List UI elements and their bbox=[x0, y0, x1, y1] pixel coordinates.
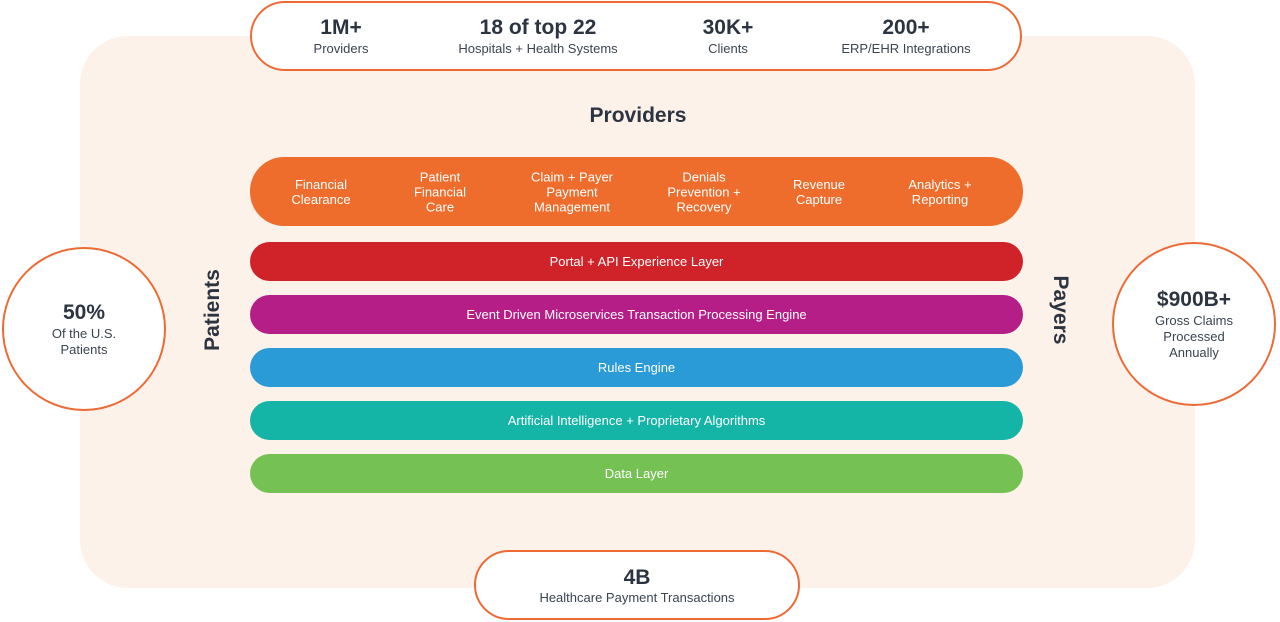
patients-side-label: Patients bbox=[201, 269, 224, 351]
transactions-stat-value: 4B bbox=[623, 566, 651, 589]
top-stats-pill: 1M+ Providers 18 of top 22 Hospitals + H… bbox=[250, 1, 1022, 71]
function-patient-financial-care: Patient Financial Care bbox=[414, 169, 466, 214]
stat-clients: 30K+ Clients bbox=[703, 15, 754, 57]
layer-rules-engine: Rules Engine bbox=[250, 348, 1023, 387]
function-line: Revenue bbox=[792, 176, 846, 192]
stat-label: Hospitals + Health Systems bbox=[458, 41, 618, 56]
stat-integrations: 200+ ERP/EHR Integrations bbox=[841, 15, 970, 57]
payers-stat-value: $900B+ bbox=[1156, 288, 1232, 311]
layer-data: Data Layer bbox=[250, 454, 1023, 493]
function-line: Prevention + bbox=[667, 184, 741, 199]
function-line: Payment bbox=[546, 184, 598, 199]
function-claim-payer-payment: Claim + Payer Payment Management bbox=[531, 169, 613, 214]
patients-stat-circle: 50% Of the U.S. Patients bbox=[2, 247, 166, 411]
function-financial-clearance: Financial Clearance bbox=[291, 177, 350, 207]
function-analytics-reporting: Analytics + Reporting bbox=[908, 177, 971, 207]
function-line: Patient bbox=[419, 169, 461, 184]
payers-side-label: Payers bbox=[1049, 275, 1072, 345]
stat-value: 30K+ bbox=[702, 16, 754, 39]
function-line: Clearance bbox=[291, 191, 351, 207]
stat-value: 18 of top 22 bbox=[479, 16, 597, 39]
layer-portal-api: Portal + API Experience Layer bbox=[250, 242, 1023, 281]
function-line: Recovery bbox=[676, 199, 732, 214]
layer-ai-algorithms: Artificial Intelligence + Proprietary Al… bbox=[250, 401, 1023, 440]
function-line: Financial bbox=[413, 184, 467, 199]
patients-stat-value: 50% bbox=[62, 301, 106, 324]
stat-label: ERP/EHR Integrations bbox=[841, 41, 971, 56]
stat-value: 1M+ bbox=[320, 16, 362, 39]
function-line: Reporting bbox=[911, 191, 969, 207]
functions-bar: Financial Clearance Patient Financial Ca… bbox=[250, 157, 1023, 226]
payers-stat-label: Gross Claims Processed Annually bbox=[1154, 313, 1233, 360]
function-line: Denials bbox=[682, 169, 726, 184]
stat-value: 200+ bbox=[882, 16, 930, 39]
transactions-stat-label: Healthcare Payment Transactions bbox=[539, 590, 735, 605]
function-line: Claim + Payer bbox=[531, 169, 613, 184]
function-line: Management bbox=[534, 199, 610, 214]
providers-title: Providers bbox=[589, 104, 687, 127]
patients-stat-label: Of the U.S. Patients bbox=[51, 326, 117, 357]
payers-stat-circle: $900B+ Gross Claims Processed Annually bbox=[1112, 242, 1276, 406]
function-revenue-capture: Revenue Capture bbox=[793, 177, 845, 207]
transactions-stat-pill: 4B Healthcare Payment Transactions bbox=[474, 550, 800, 620]
function-line: Analytics + bbox=[908, 176, 972, 192]
function-line: Financial bbox=[294, 176, 348, 192]
function-line: Care bbox=[425, 199, 455, 214]
stat-providers: 1M+ Providers bbox=[314, 15, 369, 57]
function-line: Capture bbox=[795, 191, 843, 207]
stat-label: Clients bbox=[708, 41, 748, 56]
stat-hospitals: 18 of top 22 Hospitals + Health Systems bbox=[458, 15, 617, 57]
layer-microservices-engine: Event Driven Microservices Transaction P… bbox=[250, 295, 1023, 334]
stat-label: Providers bbox=[313, 41, 369, 56]
function-denials-prevention: Denials Prevention + Recovery bbox=[667, 169, 740, 214]
